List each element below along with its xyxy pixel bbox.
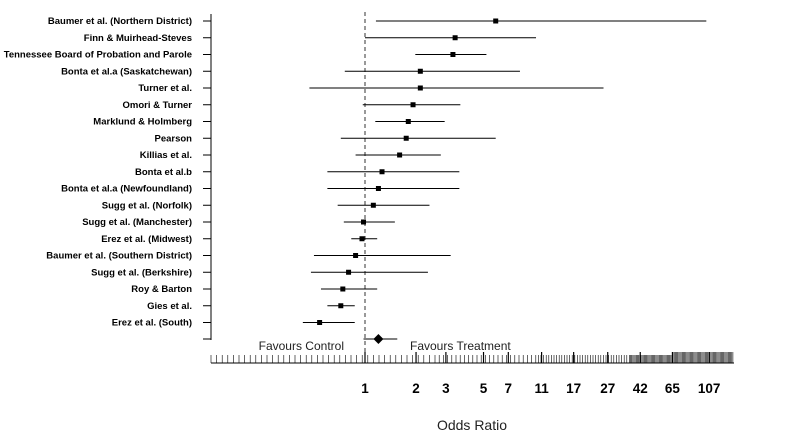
point-estimate (379, 169, 385, 175)
x-axis: 1 2 3 5 7 11 17 27 42 65 107 (210, 352, 734, 396)
favours-treatment-label: Favours Treatment (410, 339, 511, 353)
point-estimate (405, 119, 411, 124)
study-label: Sugg et al. (Norfolk) (102, 200, 192, 211)
x-tick-label: 42 (633, 381, 648, 396)
x-tick-label: 5 (480, 381, 488, 396)
study-label: Finn & Muirhead-Steves (84, 33, 192, 44)
point-estimate (397, 152, 403, 158)
plot-frame (203, 12, 366, 356)
x-tick-label: 65 (665, 381, 681, 396)
point-estimate (338, 303, 344, 309)
favours-control-label: Favours Control (259, 339, 344, 353)
x-tick-label: 3 (442, 381, 450, 396)
point-estimate (452, 35, 458, 41)
point-estimate (493, 18, 499, 24)
study-rows: Baumer et al. (Northern District) Finn & … (4, 16, 707, 344)
study-label: Sugg et al. (Berkshire) (91, 267, 192, 278)
study-label: Tennessee Board of Probation and Parole (4, 50, 192, 61)
point-estimate (346, 269, 352, 275)
x-tick-label: 2 (412, 381, 420, 396)
study-label: Baumer et al. (Northern District) (48, 16, 192, 27)
study-label: Erez et al. (Midwest) (101, 234, 192, 245)
study-label: Erez et al. (South) (112, 318, 192, 329)
x-tick-label: 1 (361, 381, 369, 396)
study-label: Killias et al. (140, 150, 192, 161)
study-label: Sugg et al. (Manchester) (82, 217, 192, 228)
x-tick-label: 7 (505, 381, 513, 396)
point-estimate (417, 68, 423, 74)
x-tick-label: 107 (698, 381, 721, 396)
point-estimate (410, 102, 416, 108)
x-axis-title: Odds Ratio (437, 417, 507, 433)
point-estimate (375, 186, 381, 191)
study-label: Omori & Turner (123, 100, 193, 111)
point-estimate (403, 135, 409, 141)
point-estimate (417, 85, 423, 91)
point-estimate (353, 253, 359, 258)
x-tick-label: 11 (534, 381, 549, 396)
point-estimate (450, 52, 456, 57)
study-label: Roy & Barton (131, 284, 192, 295)
point-estimate (370, 202, 376, 208)
study-label: Pearson (155, 133, 193, 144)
summary-diamond (373, 334, 384, 344)
point-estimate (361, 219, 367, 225)
study-label: Gies et al. (147, 301, 192, 312)
study-label: Turner et al. (138, 83, 192, 94)
study-label: Bonta et al.a (Saskatchewan) (61, 66, 192, 77)
study-label: Bonta et al.a (Newfoundland) (61, 184, 192, 195)
study-label: Bonta et al.b (135, 167, 192, 178)
point-estimate (317, 320, 323, 325)
point-estimate (340, 286, 346, 292)
study-label: Baumer et al. (Southern District) (46, 251, 192, 262)
study-label: Marklund & Holmberg (93, 117, 192, 128)
x-tick-label: 27 (600, 381, 615, 396)
point-estimate (359, 236, 365, 242)
x-tick-label: 17 (566, 381, 581, 396)
